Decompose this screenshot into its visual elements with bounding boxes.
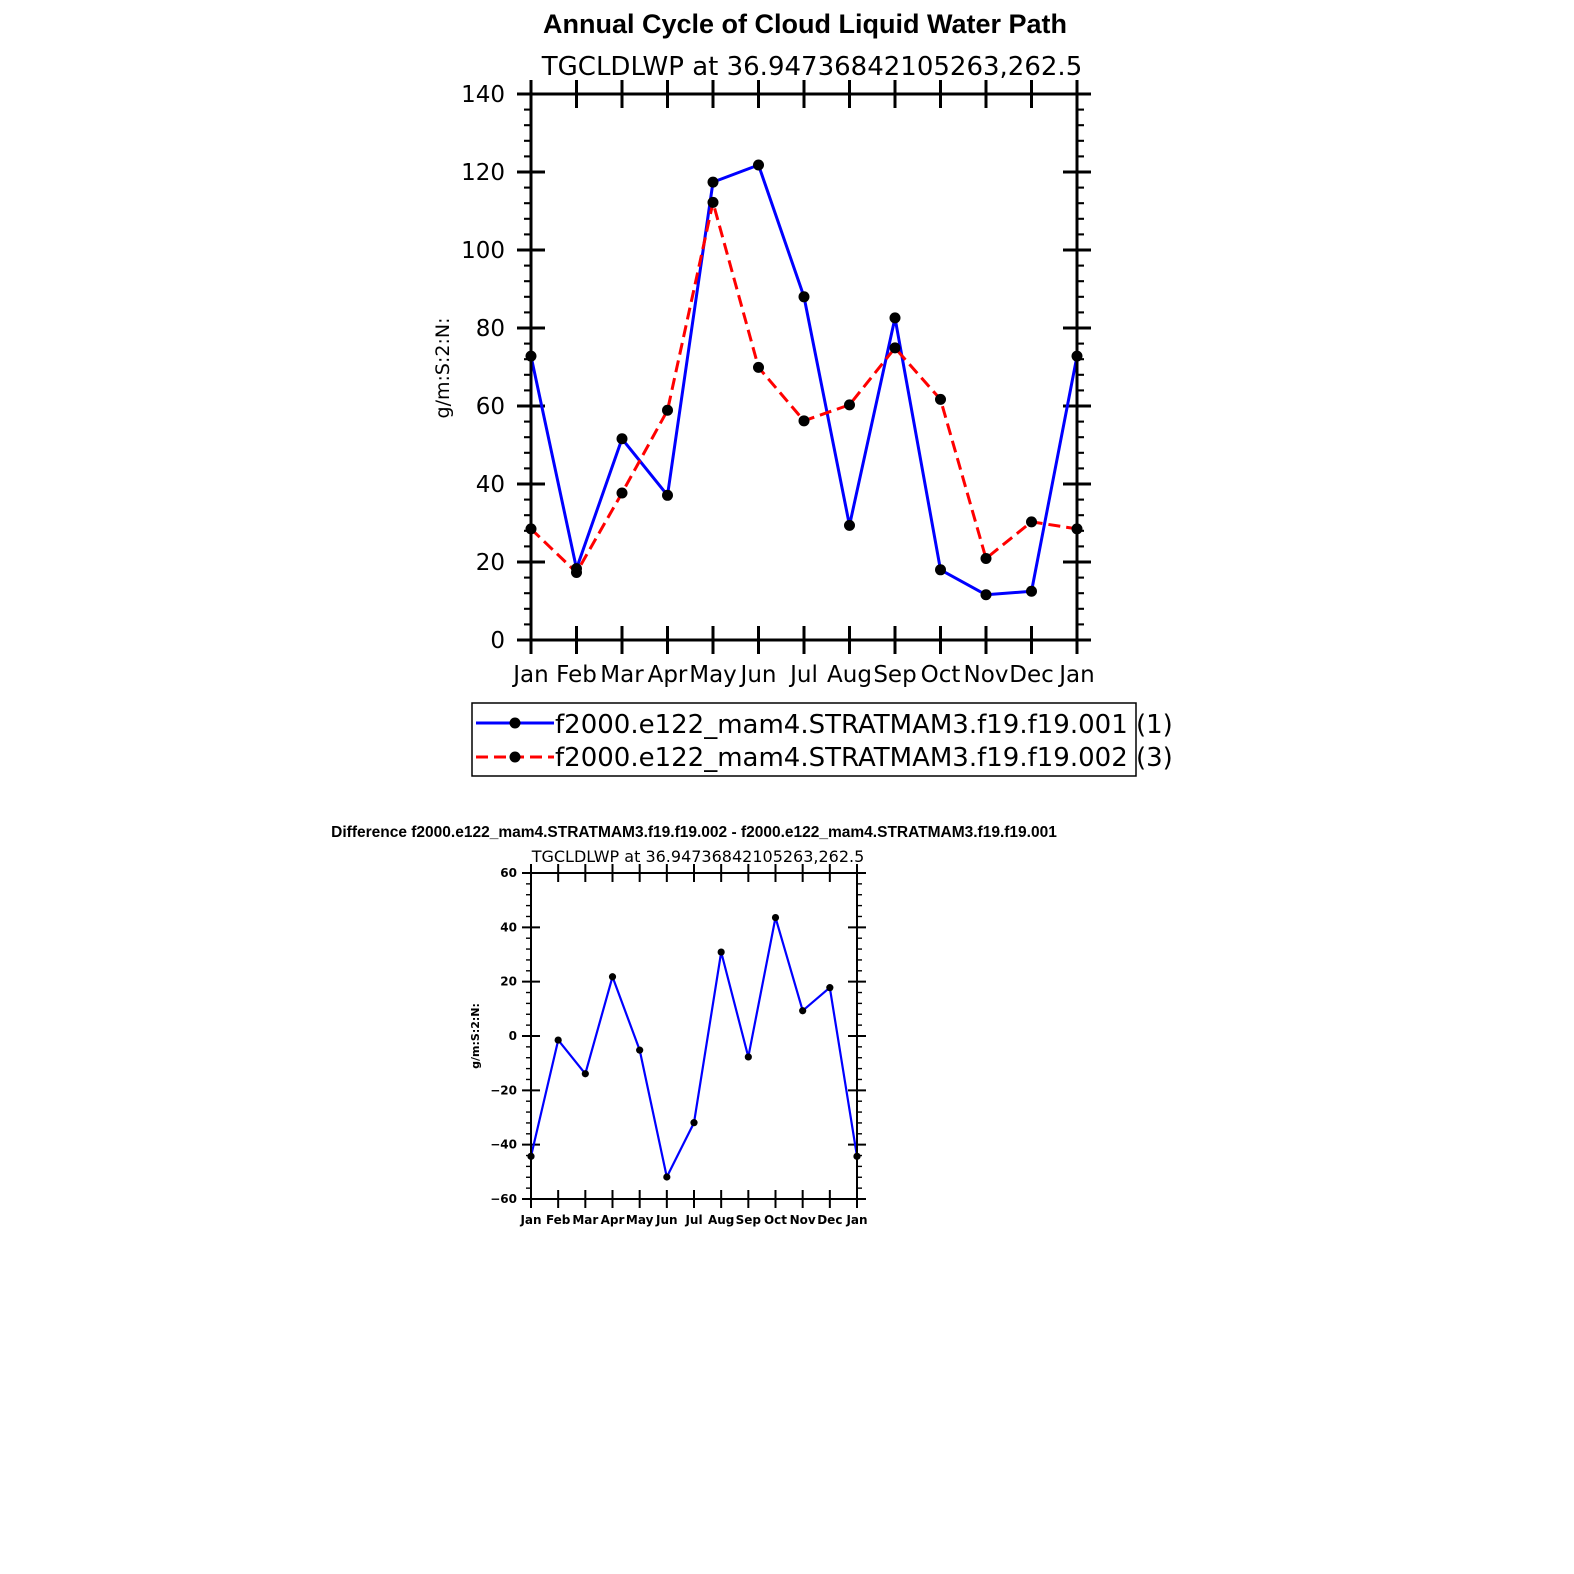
chart1-legend: f2000.e122_mam4.STRATMAM3.f19.f19.001 (1… [471, 702, 1173, 777]
xtick-label: Mar [600, 662, 644, 688]
xtick-label: Mar [572, 1213, 598, 1227]
xtick-label: Oct [921, 662, 961, 688]
ytick-label: 80 [476, 316, 505, 342]
chart2-axes: −60 −40 −20 0 20 40 60 Jan Feb Mar Apr May Jun Jul Aug… [490, 864, 868, 1227]
legend-label-series-1: f2000.e122_mam4.STRATMAM3.f19.f19.001 (1… [555, 710, 1173, 740]
chart1-subtitle: TGCLDLWP at 36.94736842105263,262.5 [541, 52, 1082, 82]
c1-point-series-2 [616, 487, 628, 499]
xtick-label: Feb [556, 662, 597, 688]
c2-point-series-1 [771, 913, 780, 922]
c1-series-line-2 [529, 200, 1078, 574]
xtick-label: Jun [739, 662, 777, 688]
ytick-label: 0 [509, 1029, 517, 1043]
legend-label-series-2: f2000.e122_mam4.STRATMAM3.f19.f19.002 (3… [555, 743, 1173, 773]
c1-point-series-2 [798, 415, 810, 427]
difference-chart: Difference f2000.e122_mam4.STRATMAM3.f19… [331, 824, 1057, 1227]
c2-point-series-1 [554, 1036, 562, 1044]
xtick-label: Dec [1009, 662, 1054, 688]
c2-point-series-1 [799, 1007, 807, 1015]
c1-point-series-2 [844, 399, 855, 411]
ytick-label: 60 [500, 866, 517, 880]
legend-box [471, 702, 1137, 777]
ytick-label: 0 [490, 628, 505, 654]
c2-point-series-1 [717, 948, 725, 956]
xtick-label: Jan [1057, 662, 1094, 688]
chart2-subtitle: TGCLDLWP at 36.94736842105263,262.5 [531, 847, 865, 866]
chart1-axes: 0 20 40 60 80 100 120 140 Jan Feb Mar Apr May Jun Jul A… [461, 80, 1095, 688]
c2-point-series-1 [608, 973, 617, 981]
c1-point-series-1 [753, 159, 764, 171]
c1-point-series-1 [980, 589, 992, 601]
c2-point-series-1 [744, 1053, 752, 1061]
c1-point-series-1 [798, 291, 810, 303]
c2-point-series-1 [663, 1173, 671, 1181]
chart2-title: Difference f2000.e122_mam4.STRATMAM3.f19… [331, 824, 1057, 841]
xtick-label: Feb [546, 1213, 571, 1227]
legend-marker-series-2 [509, 751, 521, 763]
c2-point-series-1 [636, 1046, 644, 1054]
c1-point-series-1 [616, 433, 628, 445]
c1-point-series-1 [844, 519, 855, 531]
ytick-label: 20 [500, 975, 517, 989]
xtick-label: Dec [817, 1213, 842, 1227]
c1-point-series-1 [1026, 585, 1037, 597]
c1-point-series-2 [753, 361, 764, 373]
ytick-label: 40 [500, 920, 517, 934]
xtick-label: Nov [790, 1213, 816, 1227]
ytick-label: 120 [461, 160, 505, 186]
xtick-label: Jul [684, 1213, 702, 1227]
chart1-title: Annual Cycle of Cloud Liquid Water Path [543, 9, 1067, 39]
chart1-series [525, 159, 1083, 601]
xtick-label: Jan [845, 1213, 867, 1227]
xtick-label: Jan [511, 662, 548, 688]
xtick-label: Sep [736, 1213, 762, 1227]
c1-point-series-2 [707, 196, 719, 208]
c2-point-series-1 [690, 1119, 698, 1127]
c2-series-line-1 [529, 916, 859, 1179]
c1-point-series-1 [889, 312, 901, 324]
legend-marker-series-1 [509, 717, 521, 729]
chart1-plot-frame [529, 92, 1079, 642]
ytick-label: −20 [490, 1083, 517, 1097]
xtick-label: Apr [601, 1213, 625, 1227]
xtick-label: Oct [764, 1213, 787, 1227]
xtick-label: Aug [708, 1213, 734, 1227]
chart1-ylabel: g/m:S:2:N: [432, 318, 454, 419]
ytick-label: 100 [461, 238, 505, 264]
ytick-label: 40 [476, 472, 505, 498]
chart2-series [527, 913, 861, 1181]
c1-point-series-2 [1026, 516, 1037, 528]
c1-point-series-2 [571, 567, 582, 579]
xtick-label: Apr [648, 662, 688, 688]
xtick-label: Jul [788, 662, 818, 688]
c1-point-series-2 [889, 342, 901, 354]
ytick-label: 60 [476, 394, 505, 420]
xtick-label: Nov [964, 662, 1009, 688]
chart2-ylabel: g/m:S:2:N: [469, 1003, 482, 1069]
c1-point-series-2 [935, 393, 946, 405]
xtick-label: Jun [655, 1213, 678, 1227]
c1-point-series-1 [662, 489, 673, 501]
c1-series-line-1 [529, 163, 1079, 597]
ytick-label: −40 [490, 1138, 517, 1152]
c2-point-series-1 [581, 1070, 589, 1078]
xtick-label: May [626, 1213, 654, 1227]
c1-point-series-1 [935, 564, 946, 576]
xtick-label: May [689, 662, 737, 688]
ytick-label: −60 [490, 1192, 517, 1206]
c1-point-series-1 [707, 176, 719, 188]
c1-point-series-2 [980, 552, 992, 564]
xtick-label: Sep [873, 662, 916, 688]
c2-point-series-1 [826, 984, 834, 992]
chart2-plot-frame [530, 872, 858, 1200]
c1-point-series-2 [662, 404, 673, 416]
xtick-label: Aug [827, 662, 872, 688]
ytick-label: 140 [461, 82, 505, 108]
ytick-label: 20 [476, 550, 505, 576]
xtick-label: Jan [519, 1213, 541, 1227]
annual-cycle-chart: Annual Cycle of Cloud Liquid Water Path … [432, 9, 1173, 777]
